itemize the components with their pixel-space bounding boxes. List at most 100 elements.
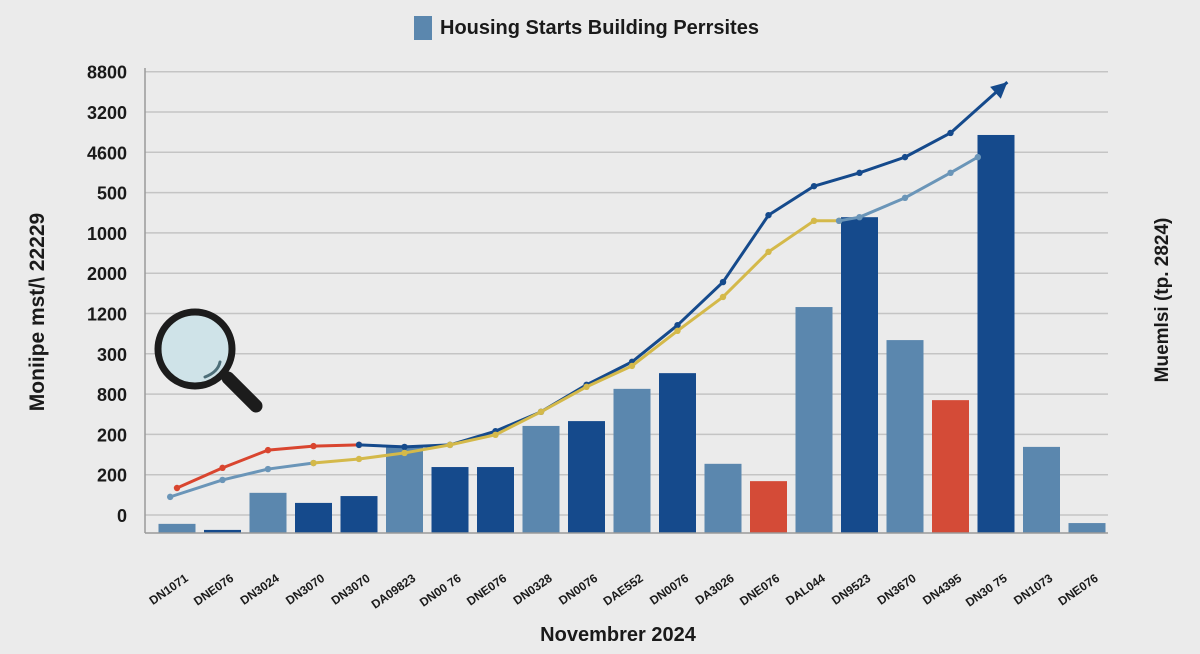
y-tick-label: 1000 <box>87 224 127 244</box>
y-tick-label: 0 <box>117 506 127 526</box>
bar <box>977 134 1015 533</box>
line-point <box>810 182 818 190</box>
bar <box>431 467 469 533</box>
y-tick-label: 500 <box>97 184 127 204</box>
bar <box>568 421 605 533</box>
bar <box>841 217 878 534</box>
line-point <box>765 211 772 219</box>
bar <box>932 400 969 533</box>
line-point <box>173 484 181 492</box>
line-point <box>219 464 226 472</box>
y-tick-labels: 0 200 200 800 300 1200 2000 1000 500 4600 3200 8800 <box>87 63 127 526</box>
y-axis-label-right: Muemlsi (tp. 2824) <box>1152 218 1173 383</box>
line-point <box>674 321 681 329</box>
x-tick-label: DA09823 <box>369 571 419 612</box>
x-tick-label: DN0076 <box>556 571 600 608</box>
bar <box>522 425 560 533</box>
legend-label: Housing Starts Building Perrsites <box>440 17 759 39</box>
x-tick-label: DN4395 <box>920 571 964 608</box>
x-tick-label: DN0328 <box>511 571 555 608</box>
line-point <box>974 153 981 161</box>
x-tick-label: DAE552 <box>601 571 646 609</box>
line-point <box>446 441 454 449</box>
x-tick-label: DNE076 <box>464 571 509 609</box>
bar <box>249 492 287 533</box>
line-point <box>947 129 954 137</box>
line-point <box>264 446 272 454</box>
lines <box>166 81 1009 501</box>
x-tick-label: DN9523 <box>829 571 873 608</box>
line-point <box>901 194 909 202</box>
y-tick-label: 2000 <box>87 264 127 284</box>
line-point <box>166 493 174 501</box>
bar <box>340 496 378 533</box>
y-tick-label: 4600 <box>87 143 127 163</box>
y-tick-label: 8800 <box>87 63 127 83</box>
line-point <box>765 248 772 256</box>
line-point <box>264 465 272 473</box>
y-axis-label: Moniipe mst/\ 22229 <box>26 213 49 411</box>
line-point <box>628 362 636 370</box>
line-point <box>583 383 590 391</box>
x-tick-label: DN0076 <box>647 571 691 608</box>
x-tick-label: DN3070 <box>329 571 373 608</box>
magnifying-glass-icon <box>154 308 263 413</box>
line-point <box>901 153 909 161</box>
line-series-segment <box>838 155 979 223</box>
x-tick-label: DN3070 <box>283 571 327 608</box>
legend: Housing Starts Building Perrsites <box>414 16 759 40</box>
y-tick-label: 300 <box>97 345 127 365</box>
line-point <box>947 169 954 177</box>
x-tick-label: DN1073 <box>1011 571 1055 608</box>
axes <box>144 68 1108 534</box>
x-tick-label: DNE076 <box>737 571 782 609</box>
bars <box>158 134 1106 534</box>
bar <box>659 373 696 533</box>
line-point <box>401 449 408 457</box>
bar <box>477 467 514 533</box>
x-tick-label: DNE076 <box>1056 571 1101 609</box>
arrow-head-icon <box>990 82 1008 99</box>
x-axis-label: Novembrer 2024 <box>540 624 697 646</box>
line-series-segment <box>169 461 314 499</box>
line-point <box>537 408 545 416</box>
bar <box>704 463 742 533</box>
y-tick-label: 200 <box>97 466 127 486</box>
bar <box>613 388 651 533</box>
bar <box>295 502 332 533</box>
line-point <box>719 278 727 286</box>
line-point <box>674 327 681 335</box>
y-tick-label: 800 <box>97 385 127 405</box>
x-tick-label: DN1071 <box>147 571 191 608</box>
bar <box>1023 446 1060 533</box>
bar <box>204 529 241 533</box>
line-point <box>810 217 818 225</box>
x-tick-label: DN00 76 <box>417 571 464 610</box>
line-point <box>401 443 408 451</box>
x-tick-label: DN3670 <box>875 571 919 608</box>
bar <box>886 340 924 533</box>
y-tick-label: 200 <box>97 425 127 445</box>
y-tick-label: 1200 <box>87 305 127 325</box>
gridlines <box>145 70 1108 516</box>
line-point <box>835 217 843 225</box>
x-tick-labels: DN1071 DNE076 DN3024 DN3070 DN3070DA09823DN0… <box>147 571 1101 612</box>
bar <box>750 481 787 533</box>
x-tick-label: DNE076 <box>191 571 236 609</box>
line-point <box>219 476 226 484</box>
line-point <box>856 169 863 177</box>
line-point <box>719 293 727 301</box>
x-tick-label: DN3024 <box>238 571 282 608</box>
x-tick-label: DN30 75 <box>963 571 1010 610</box>
legend-swatch <box>414 16 432 40</box>
y-tick-label: 3200 <box>87 103 127 123</box>
line-point <box>856 213 863 221</box>
bar <box>795 307 833 533</box>
bar <box>386 446 423 533</box>
line-point <box>310 442 317 450</box>
line-point <box>355 441 363 449</box>
x-tick-label: DAL044 <box>783 571 828 608</box>
line-point <box>310 459 317 467</box>
x-tick-label: DA3026 <box>693 571 737 608</box>
